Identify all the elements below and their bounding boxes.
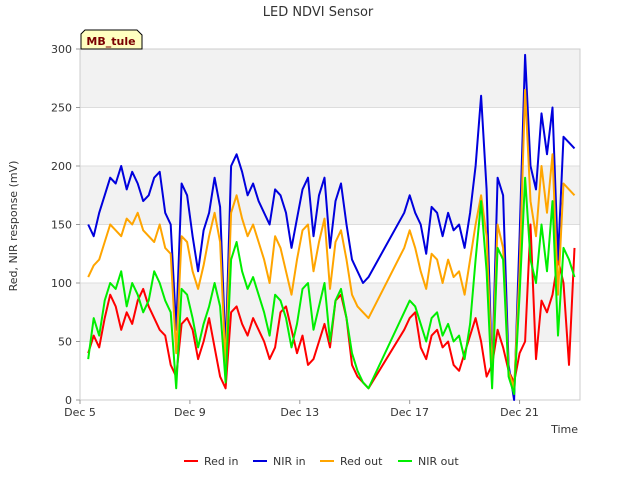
legend: Red in NIR in Red out NIR out	[184, 455, 459, 468]
y-axis-ticks: 0 50 100 150 200 250 300	[51, 43, 80, 407]
series-line-red-out	[87, 88, 576, 390]
y-tick-label: 200	[51, 160, 72, 173]
x-tick-label: Dec 21	[500, 406, 539, 419]
legend-label: Red in	[204, 455, 238, 468]
band-150-200	[80, 166, 580, 225]
series-layer	[87, 53, 576, 401]
y-tick-label: 0	[65, 394, 72, 407]
series-line-nir-out	[87, 176, 576, 396]
x-tick-label: Dec 5	[64, 406, 96, 419]
series-line-nir-in	[87, 53, 576, 401]
legend-label: Red out	[340, 455, 383, 468]
legend-label: NIR in	[273, 455, 306, 468]
y-axis-label: Red, NIR response (mV)	[7, 161, 20, 292]
legend-label: NIR out	[418, 455, 459, 468]
x-tick-label: Dec 17	[390, 406, 429, 419]
chart-title: LED NDVI Sensor	[263, 5, 374, 20]
site-badge-box	[80, 29, 143, 50]
site-badge: MB_tule	[80, 29, 143, 50]
band-0-50	[80, 341, 580, 400]
y-tick-label: 250	[51, 102, 72, 115]
x-axis-label: Time	[550, 423, 578, 436]
series-line-red-in	[87, 223, 576, 390]
y-tick-label: 300	[51, 43, 72, 56]
band-250-300	[80, 49, 580, 108]
x-tick-label: Dec 13	[280, 406, 319, 419]
band-200-250	[80, 107, 580, 166]
y-tick-label: 50	[58, 336, 72, 349]
y-tick-label: 150	[51, 219, 72, 232]
x-tick-label: Dec 9	[174, 406, 206, 419]
x-axis-ticks: Dec 5 Dec 9 Dec 13 Dec 17 Dec 21	[64, 400, 539, 419]
y-tick-label: 100	[51, 277, 72, 290]
site-badge-label: MB_tule	[86, 35, 135, 48]
